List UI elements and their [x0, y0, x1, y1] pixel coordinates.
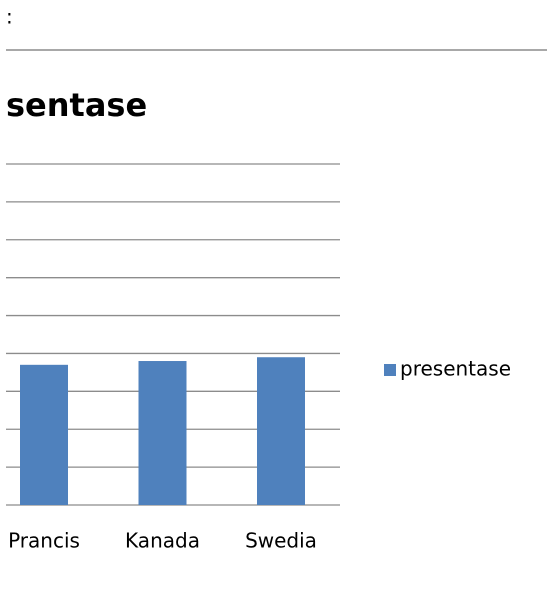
x-tick-label: Swedia — [245, 529, 317, 553]
top-colon: : — [6, 5, 13, 29]
bar — [138, 361, 187, 505]
legend-label: presentase — [400, 357, 511, 381]
bar — [257, 357, 305, 505]
legend-swatch — [384, 364, 396, 376]
x-tick-label: Prancis — [8, 529, 80, 553]
bar — [20, 364, 68, 505]
x-tick-label: Kanada — [125, 529, 200, 553]
chart-title: sentase — [6, 86, 147, 124]
